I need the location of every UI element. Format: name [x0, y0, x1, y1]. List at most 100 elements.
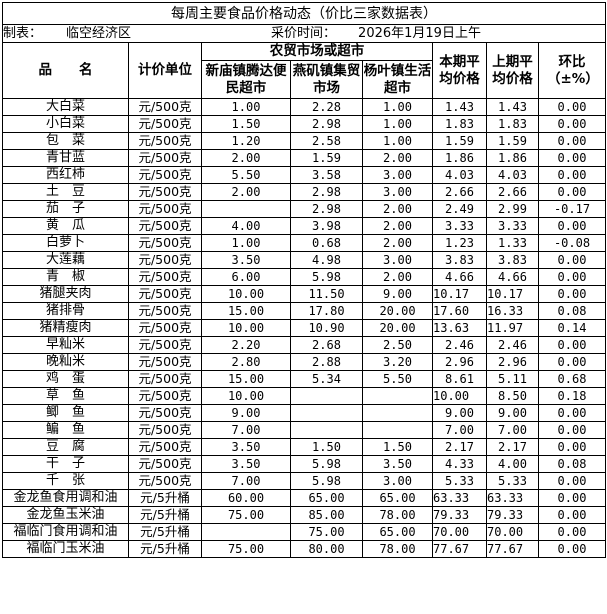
change-percent: -0.08: [538, 234, 606, 252]
table-row: 茄 子元/500克 2.98 2.00 2.49 2.99 -0.17: [2, 200, 606, 218]
table-row: 福临门玉米油 元/5升桶 75.00 80.00 78.00 77.67 77.67 0.00: [2, 540, 606, 558]
price-market-3: 1.50: [362, 438, 433, 456]
header-market-3: 杨叶镇生活超市: [362, 60, 433, 99]
unit: 元/500克: [128, 217, 202, 235]
change-percent: 0.00: [538, 98, 606, 116]
item-name: 包 菜: [2, 132, 129, 150]
item-name: 干 子: [2, 455, 129, 473]
unit: 元/500克: [128, 370, 202, 388]
price-market-2: 1.50: [290, 438, 363, 456]
header-market-2: 燕矶镇集贸市场: [290, 60, 363, 99]
unit: 元/500克: [128, 183, 202, 201]
current-average: 70.00: [432, 523, 487, 541]
price-market-2: 80.00: [290, 540, 363, 558]
header-market-group: 农贸市场或超市: [201, 42, 433, 61]
price-market-1: 15.00: [201, 370, 291, 388]
change-percent: 0.08: [538, 455, 606, 473]
price-market-3: 3.00: [362, 166, 433, 184]
previous-average: 1.33: [486, 234, 539, 252]
price-market-1: 1.50: [201, 115, 291, 133]
item-name: 青甘蓝: [2, 149, 129, 167]
price-market-2: 65.00: [290, 489, 363, 507]
unit: 元/500克: [128, 302, 202, 320]
change-percent: 0.00: [538, 353, 606, 371]
current-average: 2.17: [432, 438, 487, 456]
current-average: 1.59: [432, 132, 487, 150]
previous-average: 63.33: [486, 489, 539, 507]
current-average: 8.61: [432, 370, 487, 388]
price-market-2: 17.80: [290, 302, 363, 320]
price-market-3: 65.00: [362, 489, 433, 507]
current-average: 10.17: [432, 285, 487, 303]
price-market-1: [201, 523, 291, 541]
price-market-2: 3.98: [290, 217, 363, 235]
price-market-1: 9.00: [201, 404, 291, 422]
price-market-1: 1.20: [201, 132, 291, 150]
table-row: 干 子元/500克 3.50 5.98 3.50 4.33 4.00 0.08: [2, 455, 606, 473]
table-row: 千 张元/500克 7.00 5.98 3.00 5.33 5.33 0.00: [2, 472, 606, 490]
unit: 元/500克: [128, 438, 202, 456]
item-name: 大白菜: [2, 98, 129, 116]
price-market-2: 5.98: [290, 268, 363, 286]
unit: 元/500克: [128, 200, 202, 218]
price-market-3: 1.00: [362, 132, 433, 150]
change-percent: 0.00: [538, 251, 606, 269]
price-market-1: 7.00: [201, 421, 291, 439]
table-row: 包 菜元/500克 1.20 2.58 1.00 1.59 1.59 0.00: [2, 132, 606, 150]
current-average: 77.67: [432, 540, 487, 558]
price-market-3: 3.00: [362, 183, 433, 201]
change-percent: 0.00: [538, 217, 606, 235]
table-row: 猪排骨 元/500克 15.00 17.80 20.00 17.60 16.33 0.08: [2, 302, 606, 320]
table-row: 福临门食用调和油 元/5升桶 75.00 65.00 70.00 70.00 0.00: [2, 523, 606, 541]
price-market-2: [290, 421, 363, 439]
current-average: 1.83: [432, 115, 487, 133]
price-market-2: 2.58: [290, 132, 363, 150]
price-market-1: 2.00: [201, 149, 291, 167]
item-name: 金龙鱼食用调和油: [2, 489, 129, 507]
header-current-average: 本期平均价格: [432, 42, 487, 99]
previous-average: 1.86: [486, 149, 539, 167]
previous-average: 9.00: [486, 404, 539, 422]
price-market-1: 75.00: [201, 540, 291, 558]
current-average: 2.49: [432, 200, 487, 218]
price-market-3: 2.00: [362, 234, 433, 252]
price-market-2: 75.00: [290, 523, 363, 541]
previous-average: 3.83: [486, 251, 539, 269]
price-market-3: 9.00: [362, 285, 433, 303]
price-market-3: 2.50: [362, 336, 433, 354]
unit: 元/500克: [128, 421, 202, 439]
current-average: 4.66: [432, 268, 487, 286]
price-market-2: 1.59: [290, 149, 363, 167]
price-market-1: 6.00: [201, 268, 291, 286]
current-average: 4.33: [432, 455, 487, 473]
price-market-3: 2.00: [362, 217, 433, 235]
table-row: 青甘蓝 元/500克 2.00 1.59 2.00 1.86 1.86 0.00: [2, 149, 606, 167]
current-average: 10.00: [432, 387, 487, 405]
price-market-2: 3.58: [290, 166, 363, 184]
maker-label: 制表：: [3, 25, 43, 41]
price-market-2: 11.50: [290, 285, 363, 303]
table-row: 白萝卜 元/500克 1.00 0.68 2.00 1.23 1.33 -0.08: [2, 234, 606, 252]
current-average: 2.66: [432, 183, 487, 201]
price-market-1: 3.50: [201, 438, 291, 456]
unit: 元/500克: [128, 251, 202, 269]
unit: 元/500克: [128, 472, 202, 490]
table-row: 金龙鱼食用调和油 元/5升桶 60.00 65.00 65.00 63.33 63.33 0.…: [2, 489, 606, 507]
change-percent: 0.00: [538, 523, 606, 541]
table-row: 西红柿 元/500克 5.50 3.58 3.00 4.03 4.03 0.00: [2, 166, 606, 184]
current-average: 3.33: [432, 217, 487, 235]
current-average: 1.43: [432, 98, 487, 116]
change-percent: 0.00: [538, 489, 606, 507]
item-name: 黄 瓜: [2, 217, 129, 235]
price-market-3: 3.20: [362, 353, 433, 371]
price-market-3: 3.00: [362, 251, 433, 269]
unit: 元/500克: [128, 285, 202, 303]
change-percent: 0.00: [538, 183, 606, 201]
price-market-2: 0.68: [290, 234, 363, 252]
current-average: 9.00: [432, 404, 487, 422]
price-market-1: 75.00: [201, 506, 291, 524]
price-market-2: [290, 387, 363, 405]
current-average: 2.96: [432, 353, 487, 371]
table-row: 青 椒元/500克 6.00 5.98 2.00 4.66 4.66 0.00: [2, 268, 606, 286]
table-row: 豆 腐元/500克 3.50 1.50 1.50 2.17 2.17 0.00: [2, 438, 606, 456]
